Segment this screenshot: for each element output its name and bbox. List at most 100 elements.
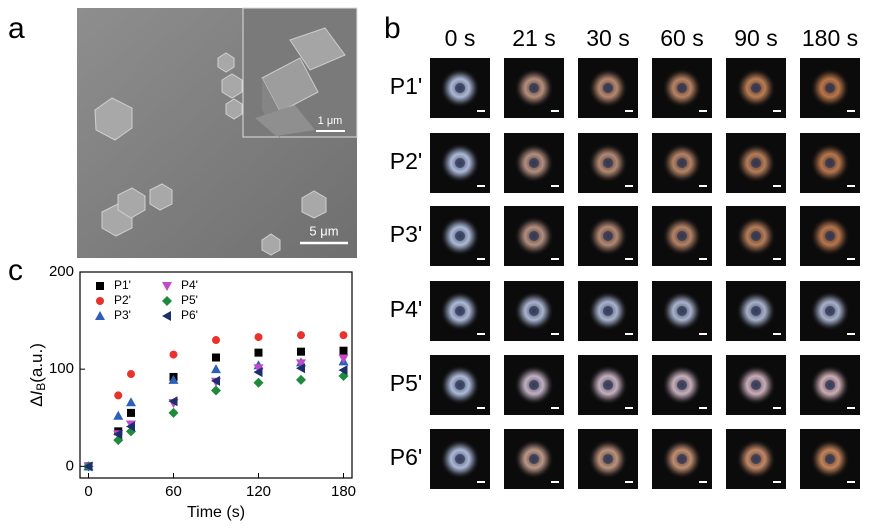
- point: [169, 408, 179, 418]
- y-axis-label-part: (a.u.): [27, 343, 46, 383]
- point: [297, 331, 305, 339]
- time-label: 21 s: [512, 25, 555, 51]
- micrograph: [504, 133, 564, 193]
- sem-image: 1 μm 5 μm: [77, 8, 357, 258]
- y-tick-label: 0: [66, 457, 74, 474]
- micrograph: [726, 133, 786, 193]
- point: [170, 351, 178, 359]
- x-tick-label: 120: [246, 483, 271, 500]
- point: [255, 333, 263, 341]
- time-label: 60 s: [660, 25, 703, 51]
- micrograph: [430, 429, 490, 489]
- micrograph: [652, 133, 712, 193]
- legend-label: P5': [181, 293, 198, 307]
- micrograph: [800, 281, 860, 341]
- micrograph: [726, 429, 786, 489]
- scale-label: 5 μm: [309, 223, 338, 238]
- point: [254, 378, 264, 388]
- point: [339, 354, 349, 363]
- point: [212, 354, 220, 362]
- micrograph: [430, 355, 490, 415]
- sample-label: P4': [390, 296, 423, 322]
- x-tick-label: 60: [165, 483, 182, 500]
- micrograph: [578, 281, 638, 341]
- micrograph: [578, 206, 638, 266]
- panel-label: a: [8, 12, 25, 45]
- legend-label: P2': [114, 293, 131, 307]
- micrograph: [578, 58, 638, 118]
- micrograph: [652, 206, 712, 266]
- micrograph: [504, 58, 564, 118]
- sample-label: P6': [390, 444, 423, 470]
- point: [211, 364, 221, 373]
- figure: a 1 μm 5 μm b 0 s 21 s 30 s 60 s 90 s 180 s P1…: [0, 0, 869, 525]
- micrograph: [504, 355, 564, 415]
- point: [212, 336, 220, 344]
- x-tick-label: 180: [331, 483, 356, 500]
- time-label: 30 s: [586, 25, 629, 51]
- y-axis-label: ΔIB(a.u.): [27, 343, 48, 407]
- micrograph: [726, 281, 786, 341]
- micrograph: [652, 355, 712, 415]
- point: [340, 347, 348, 355]
- point: [114, 391, 122, 399]
- micrograph: [726, 355, 786, 415]
- y-tick-label: 100: [49, 360, 74, 377]
- micrograph: [652, 281, 712, 341]
- x-tick-label: 0: [84, 483, 92, 500]
- micrograph: [430, 58, 490, 118]
- point: [127, 370, 135, 378]
- point: [297, 348, 305, 356]
- legend-label: P1': [114, 278, 131, 292]
- micrograph: [726, 58, 786, 118]
- point: [127, 409, 135, 417]
- y-axis-label-part: Δ: [27, 396, 46, 407]
- legend-label: P6': [181, 308, 198, 322]
- legend-marker: [162, 311, 171, 321]
- micrograph: [800, 206, 860, 266]
- point: [296, 375, 306, 385]
- panel-label: c: [8, 254, 23, 287]
- micrograph: [800, 429, 860, 489]
- micrograph: [578, 133, 638, 193]
- time-label: 90 s: [734, 25, 777, 51]
- micrograph: [652, 58, 712, 118]
- point: [255, 349, 263, 357]
- micrograph: [578, 429, 638, 489]
- sample-label: P2': [390, 148, 423, 174]
- micrograph: [430, 133, 490, 193]
- panel-label: b: [384, 12, 401, 45]
- micrograph: [652, 429, 712, 489]
- legend-label: P3': [114, 308, 131, 322]
- x-axis-label: Time (s): [187, 504, 245, 521]
- legend-marker: [95, 311, 105, 320]
- sample-label: P1': [390, 73, 423, 99]
- micrograph: [578, 355, 638, 415]
- point: [126, 397, 136, 406]
- chart: 0601201800100200Time (s)ΔIB(a.u.)P1'P2'P…: [27, 263, 356, 521]
- micrograph: [430, 281, 490, 341]
- legend-marker: [162, 296, 172, 306]
- micrograph: [800, 355, 860, 415]
- micrograph: [504, 281, 564, 341]
- time-label: 180 s: [802, 25, 858, 51]
- legend-label: P4': [181, 278, 198, 292]
- inset-scale-label: 1 μm: [318, 115, 343, 127]
- micrograph: [504, 429, 564, 489]
- y-axis-label-part: B: [34, 383, 48, 391]
- sample-label: P3': [390, 221, 423, 247]
- micrograph: [430, 206, 490, 266]
- micrograph: [726, 206, 786, 266]
- time-label: 0 s: [445, 25, 476, 51]
- point: [113, 411, 123, 420]
- point: [211, 386, 221, 396]
- micrograph: [800, 58, 860, 118]
- legend-marker: [162, 282, 172, 291]
- y-tick-label: 200: [49, 263, 74, 280]
- point: [340, 331, 348, 339]
- legend-marker: [96, 282, 104, 290]
- sample-label: P5': [390, 370, 423, 396]
- image-grid: 0 s 21 s 30 s 60 s 90 s 180 s P1' P2' P3' P4' P5' P…: [390, 25, 860, 489]
- micrograph: [800, 133, 860, 193]
- micrograph: [504, 206, 564, 266]
